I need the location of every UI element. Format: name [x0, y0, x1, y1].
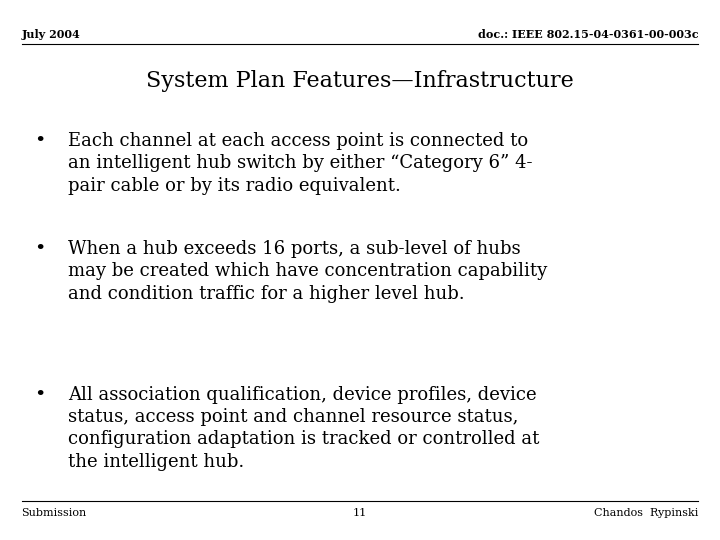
Text: Chandos  Rypinski: Chandos Rypinski — [594, 508, 698, 518]
Text: Submission: Submission — [22, 508, 87, 518]
Text: When a hub exceeds 16 ports, a sub-level of hubs
may be created which have conce: When a hub exceeds 16 ports, a sub-level… — [68, 240, 548, 303]
Text: doc.: IEEE 802.15-04-0361-00-003c: doc.: IEEE 802.15-04-0361-00-003c — [478, 30, 698, 40]
Text: July 2004: July 2004 — [22, 30, 81, 40]
Text: 11: 11 — [353, 508, 367, 518]
Text: Each channel at each access point is connected to
an intelligent hub switch by e: Each channel at each access point is con… — [68, 132, 533, 195]
Text: •: • — [34, 240, 45, 258]
Text: System Plan Features—Infrastructure: System Plan Features—Infrastructure — [146, 70, 574, 92]
Text: •: • — [34, 132, 45, 150]
Text: All association qualification, device profiles, device
status, access point and : All association qualification, device pr… — [68, 386, 540, 471]
Text: •: • — [34, 386, 45, 404]
